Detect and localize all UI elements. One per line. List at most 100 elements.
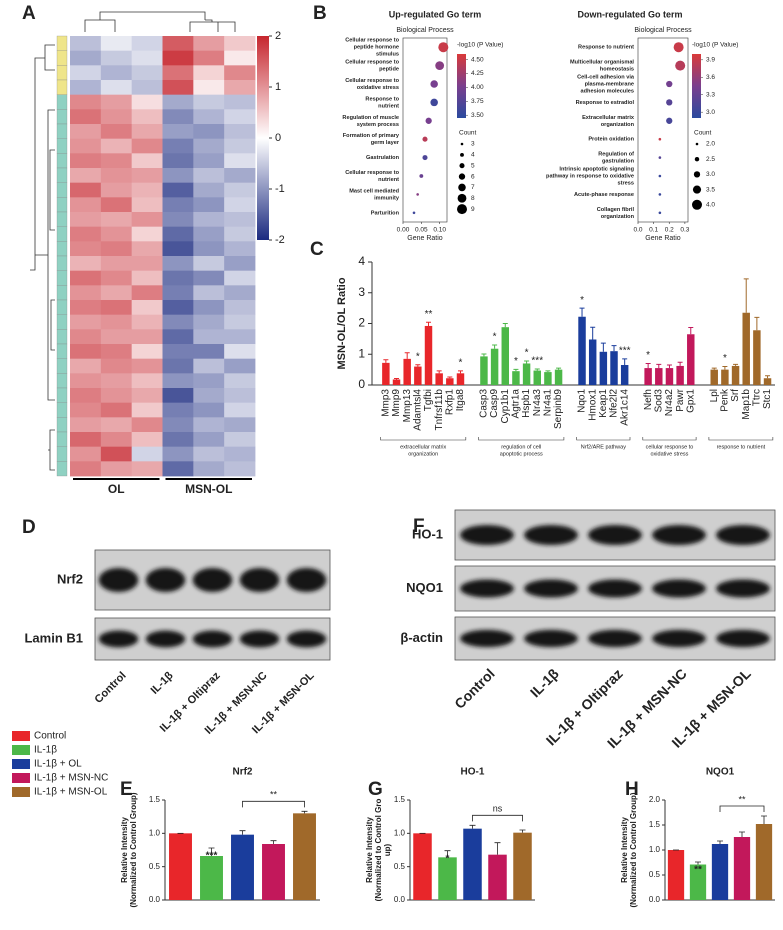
error-bar bbox=[469, 824, 476, 829]
size-key bbox=[458, 183, 466, 192]
blot-row-label: HO-1 bbox=[412, 526, 443, 541]
colorbar-label: 3.3 bbox=[706, 91, 715, 98]
heatmap-cell bbox=[162, 65, 194, 81]
heatmap-cell bbox=[100, 182, 133, 198]
blot-band bbox=[524, 629, 578, 648]
significance: * bbox=[459, 357, 463, 368]
y-tick-label: 0.0 bbox=[149, 895, 161, 904]
colorbar bbox=[257, 36, 269, 240]
heatmap-cell bbox=[193, 256, 225, 272]
y-tick-label: 0 bbox=[358, 377, 365, 391]
heatmap-cell bbox=[70, 432, 102, 448]
row-cluster bbox=[56, 65, 68, 81]
dot bbox=[666, 99, 673, 106]
group-bracket bbox=[380, 437, 467, 441]
size-label: 7 bbox=[471, 184, 475, 191]
heatmap-cell bbox=[100, 226, 133, 242]
bar bbox=[731, 365, 740, 385]
significance: * bbox=[723, 353, 727, 364]
bar bbox=[676, 365, 684, 385]
heatmap-cell bbox=[224, 344, 256, 360]
error-bar bbox=[208, 847, 215, 856]
colorbar-label: 2 bbox=[275, 30, 281, 42]
dot bbox=[435, 61, 445, 70]
error-bar bbox=[481, 353, 487, 357]
heatmap-cell bbox=[131, 50, 163, 66]
heatmap-cell bbox=[193, 344, 225, 360]
blot-band bbox=[286, 630, 327, 648]
colorbar-label: 3.6 bbox=[706, 74, 715, 81]
heatmap-cell bbox=[224, 285, 256, 301]
error-bar bbox=[695, 861, 701, 865]
heatmap-cell bbox=[100, 373, 133, 389]
blot-band bbox=[145, 630, 186, 648]
x-tick-label: Map1b bbox=[741, 389, 752, 420]
heatmap-cell bbox=[131, 109, 163, 125]
category-label: Response to nutrient bbox=[578, 45, 634, 51]
y-tick-label: 0.5 bbox=[649, 870, 661, 879]
bar bbox=[554, 369, 563, 385]
bracket bbox=[719, 805, 765, 812]
heatmap-cell bbox=[193, 80, 225, 96]
category-label: Cellular response to bbox=[345, 170, 399, 176]
group-bracket bbox=[478, 437, 565, 441]
dot bbox=[658, 156, 662, 159]
significance: * bbox=[493, 332, 497, 343]
category-label: Mast cell mediated bbox=[349, 188, 399, 194]
heatmap-cell bbox=[193, 50, 225, 66]
size-label: 4.0 bbox=[706, 202, 715, 209]
heatmap-cell bbox=[131, 373, 163, 389]
heatmap-cell bbox=[100, 197, 133, 213]
y-tick-label: 2 bbox=[358, 316, 365, 330]
colorbar-label: -1 bbox=[275, 183, 285, 195]
heatmap-cell bbox=[162, 417, 194, 433]
bracket bbox=[242, 800, 305, 808]
row-cluster bbox=[56, 314, 68, 330]
heatmap-cell bbox=[193, 212, 225, 228]
row-cluster bbox=[56, 270, 68, 286]
group-label: organization bbox=[408, 451, 438, 457]
heatmap-cell bbox=[193, 432, 225, 448]
heatmap-cell bbox=[131, 80, 163, 96]
group-label: MSN-OL bbox=[185, 482, 232, 496]
y-tick-label: 4 bbox=[358, 254, 365, 268]
blot-band bbox=[716, 579, 770, 598]
heatmap-cell bbox=[193, 358, 225, 374]
dendrogram bbox=[30, 11, 236, 471]
bar bbox=[733, 837, 751, 900]
heatmap-cell bbox=[131, 197, 163, 213]
heatmap-cell bbox=[193, 153, 225, 169]
blot-band bbox=[98, 568, 139, 592]
heatmap-cell bbox=[70, 197, 102, 213]
x-tick-label: Nr4a2 bbox=[664, 389, 675, 417]
error-bar bbox=[600, 342, 606, 352]
bar bbox=[655, 368, 663, 385]
heatmap-cell bbox=[224, 212, 256, 228]
group-label: apoptotic process bbox=[500, 451, 543, 457]
x-tick-label: Rxfp1 bbox=[444, 389, 455, 416]
chart-subtitle: Biological Process bbox=[396, 27, 454, 34]
dot bbox=[419, 174, 424, 178]
heatmap-cell bbox=[70, 417, 102, 433]
row-cluster bbox=[56, 431, 68, 447]
heatmap-cell bbox=[131, 65, 163, 81]
bar bbox=[578, 316, 586, 385]
heatmap-cell bbox=[162, 256, 194, 272]
heatmap-cell bbox=[131, 36, 163, 52]
heatmap-cell bbox=[131, 417, 163, 433]
group-label: regulation of cell bbox=[501, 444, 541, 450]
heatmap-cell bbox=[70, 358, 102, 374]
bar bbox=[522, 363, 531, 385]
heatmap-cell bbox=[162, 182, 194, 198]
x-tick-label: Stc1 bbox=[762, 389, 773, 409]
y-tick-label: 1 bbox=[358, 346, 365, 360]
colorbar-label: 3.9 bbox=[706, 57, 715, 64]
heatmap-cell bbox=[162, 109, 194, 125]
heatmap-cell bbox=[193, 124, 225, 140]
heatmap-cell bbox=[224, 300, 256, 316]
heatmap-cell bbox=[70, 36, 102, 52]
dot bbox=[430, 98, 438, 107]
heatmap-cell bbox=[162, 270, 194, 286]
group-bracket bbox=[708, 437, 774, 441]
category-label: homeostasis bbox=[600, 67, 634, 73]
